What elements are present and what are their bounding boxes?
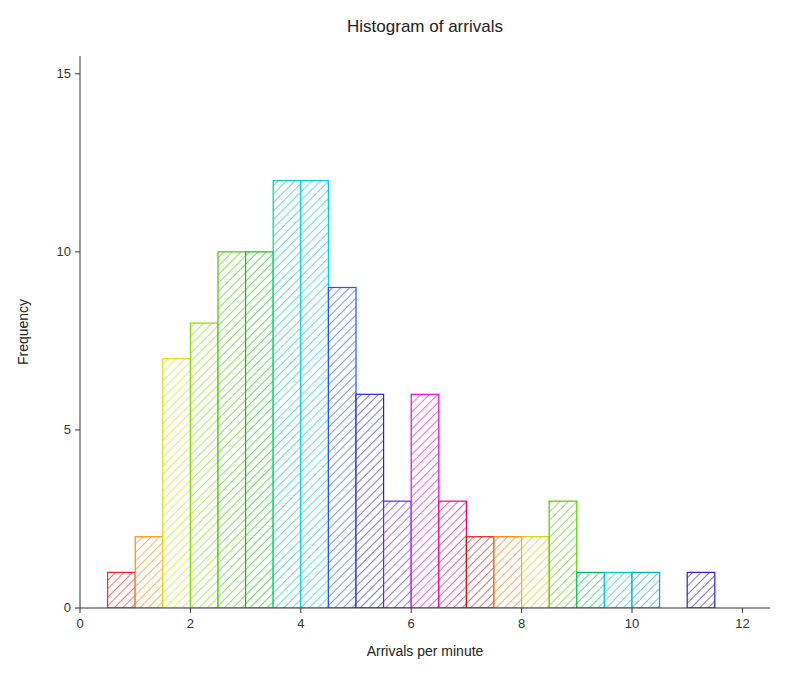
histogram-bar xyxy=(108,572,136,608)
y-tick-label: 0 xyxy=(64,600,71,615)
histogram-bar xyxy=(190,323,218,608)
y-tick-label: 10 xyxy=(57,244,71,259)
y-tick-label: 5 xyxy=(64,422,71,437)
histogram-bar xyxy=(604,572,632,608)
histogram-bar xyxy=(632,572,660,608)
y-tick-label: 15 xyxy=(57,66,71,81)
x-tick-label: 0 xyxy=(76,616,83,631)
title: Histogram of arrivals xyxy=(347,17,503,36)
x-tick-label: 8 xyxy=(518,616,525,631)
x-tick-label: 4 xyxy=(297,616,304,631)
x-tick xyxy=(300,608,301,613)
histogram-bar xyxy=(163,359,191,608)
histogram-bar xyxy=(439,501,467,608)
y-tick xyxy=(75,73,80,74)
x-tick xyxy=(632,608,633,613)
x-tick-label: 12 xyxy=(735,616,749,631)
x-tick-label: 10 xyxy=(625,616,639,631)
x-tick xyxy=(190,608,191,613)
x-axis-line xyxy=(80,608,770,609)
x-tick xyxy=(411,608,412,613)
x-tick-label: 6 xyxy=(408,616,415,631)
x-tick xyxy=(742,608,743,613)
histogram-bar xyxy=(549,501,577,608)
x-tick xyxy=(80,608,81,613)
histogram-bar xyxy=(466,537,494,608)
histogram-bar xyxy=(522,537,550,608)
histogram-bar xyxy=(301,181,329,608)
histogram-bar xyxy=(246,252,274,608)
x-tick xyxy=(521,608,522,613)
histogram-bar xyxy=(356,394,384,608)
histogram-bar xyxy=(135,537,163,608)
histogram-bar xyxy=(577,572,605,608)
histogram-bar xyxy=(494,537,522,608)
x-tick-label: 2 xyxy=(187,616,194,631)
x-axis-label: Arrivals per minute xyxy=(367,643,484,659)
bars xyxy=(108,181,715,608)
y-axis-line xyxy=(80,56,81,608)
histogram-bar xyxy=(328,287,356,608)
histogram-bar xyxy=(273,181,301,608)
chart: 0 2 4 6 8 10 12 0 5 10 15 Histogram of arrivals Arri… xyxy=(0,0,800,678)
y-tick xyxy=(75,251,80,252)
histogram-bar xyxy=(384,501,412,608)
histogram-bar xyxy=(218,252,246,608)
histogram-bar xyxy=(411,394,439,608)
y-tick xyxy=(75,608,80,609)
histogram-bar xyxy=(687,572,715,608)
y-axis-label: Frequency xyxy=(15,299,31,365)
y-tick xyxy=(75,429,80,430)
